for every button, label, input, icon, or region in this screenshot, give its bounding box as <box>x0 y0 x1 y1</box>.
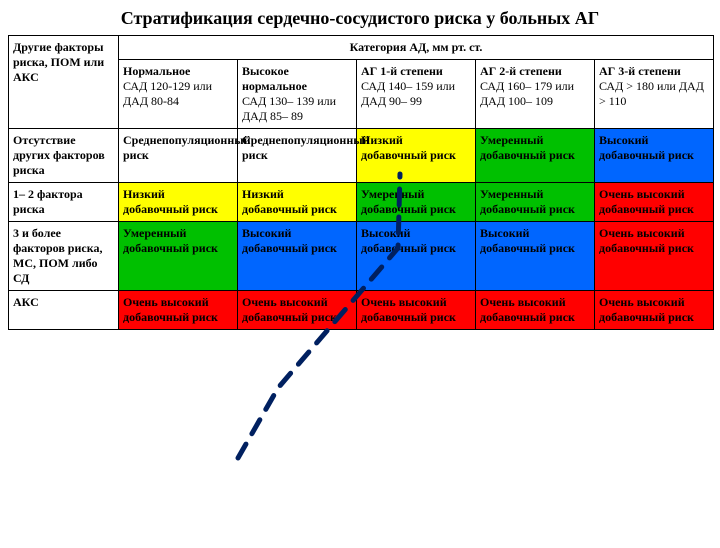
cell-2-2-t: Высокий добавочный риск <box>361 226 456 255</box>
cell-3-1: Очень высокий добавочный риск <box>238 291 357 330</box>
cell-3-3: Очень высокий добавочный риск <box>476 291 595 330</box>
cell-2-3-t: Высокий добавочный риск <box>480 226 575 255</box>
cell-0-3-t: Умеренный добавочный риск <box>480 133 575 162</box>
cell-2-1: Высокий добавочный риск <box>238 222 357 291</box>
cell-2-4-t: Очень высокий добавочный риск <box>599 226 694 255</box>
table-row: АКС Очень высокий добавочный риск Очень … <box>9 291 714 330</box>
col-h-0: НормальноеСАД 120-129 или ДАД 80-84 <box>119 60 238 129</box>
cell-3-2: Очень высокий добавочный риск <box>357 291 476 330</box>
col-h1-t2: САД 130– 139 или ДАД 85– 89 <box>242 94 336 123</box>
cell-3-4: Очень высокий добавочный риск <box>595 291 714 330</box>
col-h-4: АГ 3-й степениСАД > 180 или ДАД > 110 <box>595 60 714 129</box>
risk-table: Другие факторы риска, ПОМ или АКС Катего… <box>8 35 714 330</box>
col-h-3: АГ 2-й степениСАД 160– 179 или ДАД 100– … <box>476 60 595 129</box>
cell-3-4-t: Очень высокий добавочный риск <box>599 295 694 324</box>
col-h3-t2: САД 160– 179 или ДАД 100– 109 <box>480 79 574 108</box>
cell-2-3: Высокий добавочный риск <box>476 222 595 291</box>
cell-0-4-t: Высокий добавочный риск <box>599 133 694 162</box>
cell-0-3: Умеренный добавочный риск <box>476 129 595 183</box>
row-label-1: 1– 2 фактора риска <box>9 183 119 222</box>
col-h0-t2: САД 120-129 или ДАД 80-84 <box>123 79 212 108</box>
col-h3-t1: АГ 2-й степени <box>480 64 562 78</box>
table-row: 1– 2 фактора риска Низкий добавочный рис… <box>9 183 714 222</box>
cell-2-0-t: Умеренный добавочный риск <box>123 226 218 255</box>
cell-3-2-t: Очень высокий добавочный риск <box>361 295 456 324</box>
cell-2-2: Высокий добавочный риск <box>357 222 476 291</box>
row-label-3: АКС <box>9 291 119 330</box>
cell-0-2: Низкий добавочный риск <box>357 129 476 183</box>
cell-1-4-t: Очень высокий добавочный риск <box>599 187 694 216</box>
cell-1-4: Очень высокий добавочный риск <box>595 183 714 222</box>
cell-0-0-t: Среднепопуляционный риск <box>123 133 251 162</box>
cell-1-2-t: Умеренный добавочный риск <box>361 187 456 216</box>
cell-1-1-t: Низкий добавочный риск <box>242 187 337 216</box>
cell-1-0-t: Низкий добавочный риск <box>123 187 218 216</box>
row-header-main: Другие факторы риска, ПОМ или АКС <box>9 36 119 129</box>
col-h2-t2: САД 140– 159 или ДАД 90– 99 <box>361 79 455 108</box>
col-h-1: Высокое нормальноеСАД 130– 139 или ДАД 8… <box>238 60 357 129</box>
table-row: Отсутствие других факторов риска Среднеп… <box>9 129 714 183</box>
cell-3-1-t: Очень высокий добавочный риск <box>242 295 337 324</box>
table-row: 3 и более факторов риска, МС, ПОМ либо С… <box>9 222 714 291</box>
cell-2-1-t: Высокий добавочный риск <box>242 226 337 255</box>
cell-3-0: Очень высокий добавочный риск <box>119 291 238 330</box>
col-h-2: АГ 1-й степениСАД 140– 159 или ДАД 90– 9… <box>357 60 476 129</box>
cell-2-0: Умеренный добавочный риск <box>119 222 238 291</box>
row-label-2: 3 и более факторов риска, МС, ПОМ либо С… <box>9 222 119 291</box>
col-h4-t2: САД > 180 или ДАД > 110 <box>599 79 704 108</box>
col-h4-t1: АГ 3-й степени <box>599 64 681 78</box>
page-title: Стратификация сердечно-сосудистого риска… <box>8 8 712 29</box>
col-h0-t1: Нормальное <box>123 64 190 78</box>
col-h1-t1: Высокое нормальное <box>242 64 307 93</box>
cell-1-1: Низкий добавочный риск <box>238 183 357 222</box>
cell-3-3-t: Очень высокий добавочный риск <box>480 295 575 324</box>
cell-0-4: Высокий добавочный риск <box>595 129 714 183</box>
cell-0-1: Среднепопуляционный риск <box>238 129 357 183</box>
cell-1-0: Низкий добавочный риск <box>119 183 238 222</box>
cell-3-0-t: Очень высокий добавочный риск <box>123 295 218 324</box>
row-label-0: Отсутствие других факторов риска <box>9 129 119 183</box>
cell-2-4: Очень высокий добавочный риск <box>595 222 714 291</box>
col-h2-t1: АГ 1-й степени <box>361 64 443 78</box>
cell-0-2-t: Низкий добавочный риск <box>361 133 456 162</box>
cell-1-2: Умеренный добавочный риск <box>357 183 476 222</box>
bp-category-header: Категория АД, мм рт. ст. <box>119 36 714 60</box>
cell-1-3-t: Умеренный добавочный риск <box>480 187 575 216</box>
cell-0-0: Среднепопуляционный риск <box>119 129 238 183</box>
cell-0-1-t: Среднепопуляционный риск <box>242 133 370 162</box>
cell-1-3: Умеренный добавочный риск <box>476 183 595 222</box>
